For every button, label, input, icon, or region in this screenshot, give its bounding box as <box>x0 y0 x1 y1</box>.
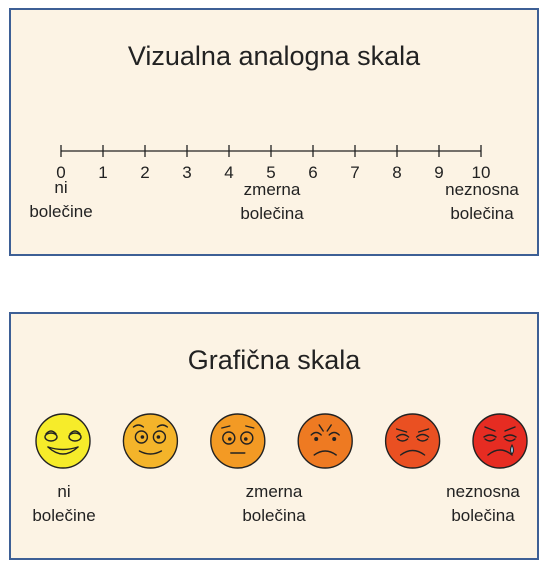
vas-tick-label: 1 <box>98 163 108 182</box>
vas-tick-label: 2 <box>140 163 150 182</box>
vas-tick-label: 3 <box>182 163 192 182</box>
vas-label-no-pain: ni bolečine <box>29 178 93 221</box>
vas-tick-label: 6 <box>308 163 318 182</box>
graphic-scale-title: Grafična skala <box>187 345 361 375</box>
vas-scale-line <box>60 145 482 157</box>
vas-tick-label: 8 <box>392 163 402 182</box>
visual-analog-scale-panel: Vizualna analogna skala 0 1 2 3 4 5 6 7 8 9 10 ni b… <box>9 8 539 256</box>
vas-tick-label: 7 <box>350 163 360 182</box>
vas-tick-label: 0 <box>56 163 66 182</box>
graphic-label-moderate-pain: zmerna bolečina <box>242 482 306 525</box>
vas-tick-label: 4 <box>224 163 234 182</box>
vas-tick-label: 5 <box>266 163 276 182</box>
graphic-label-unbearable-pain: neznosna bolečina <box>446 482 520 525</box>
vas-label-unbearable-pain: neznosna bolečina <box>445 180 519 223</box>
vas-tick-label: 10 <box>471 163 491 182</box>
vas-label-moderate-pain: zmerna bolečina <box>240 180 304 223</box>
vas-tick-label: 9 <box>434 163 444 182</box>
graphic-scale-panel: Grafična skala ni bolečine zmerna bolečina… <box>9 312 539 560</box>
face-severe-icon <box>384 413 441 469</box>
graphic-label-no-pain: ni bolečine <box>32 482 96 525</box>
face-unbearable-icon <box>472 413 528 469</box>
face-moderate-icon <box>210 413 266 469</box>
face-mild-icon <box>122 413 179 469</box>
faces-row <box>35 413 528 469</box>
face-moderate-severe-icon <box>297 413 353 469</box>
vas-title: Vizualna analogna skala <box>127 41 421 71</box>
face-no-pain-icon <box>35 413 91 469</box>
